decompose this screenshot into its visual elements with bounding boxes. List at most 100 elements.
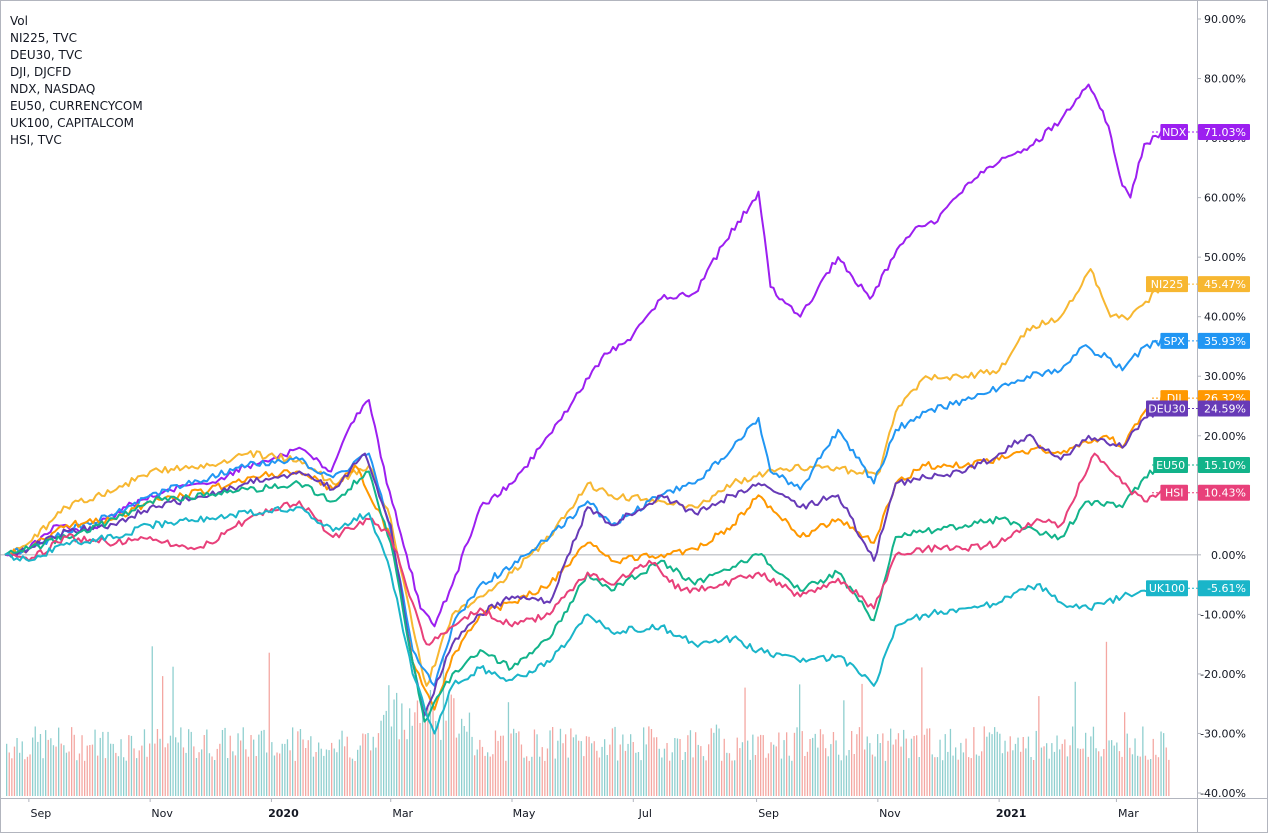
x-tick-label: Mar xyxy=(392,807,413,820)
volume-bar xyxy=(775,746,777,796)
volume-bar xyxy=(840,760,842,796)
series-line-ni225[interactable] xyxy=(4,268,1165,687)
x-tick-label: 2021 xyxy=(996,807,1027,820)
volume-bar xyxy=(934,757,936,796)
volume-bar xyxy=(1001,753,1004,796)
volume-bar xyxy=(466,731,468,796)
volume-bar xyxy=(715,724,718,796)
volume-bar xyxy=(1137,755,1139,796)
volume-bar xyxy=(910,738,913,796)
volume-bar xyxy=(1025,748,1027,796)
series-name-tag-text: DEU30 xyxy=(1148,402,1185,415)
volume-bar xyxy=(624,750,627,796)
volume-bar xyxy=(526,756,528,796)
volume-bar xyxy=(164,747,166,796)
y-tick-label: 40.00% xyxy=(1204,311,1246,324)
volume-bar xyxy=(245,749,247,796)
last-value-label-ni225: NI225 45.47% xyxy=(1146,276,1250,293)
volume-bar xyxy=(643,727,645,796)
series-name-tag-text: NI225 xyxy=(1151,278,1183,291)
volume-bar xyxy=(1053,751,1056,796)
volume-bar xyxy=(757,736,759,796)
series-line-ndx[interactable] xyxy=(4,83,1165,628)
volume-bar xyxy=(19,752,21,796)
volume-bar xyxy=(892,744,894,796)
volume-bar xyxy=(1048,758,1050,796)
volume-bar xyxy=(944,734,946,796)
volume-bar xyxy=(198,752,200,796)
volume-bar xyxy=(942,760,944,796)
volume-bar xyxy=(518,731,520,796)
series-value-tag xyxy=(1198,456,1250,473)
volume-bar xyxy=(900,746,902,796)
volume-bar xyxy=(1152,738,1154,796)
volume-bar xyxy=(193,746,195,796)
volume-bar xyxy=(445,720,447,796)
volume-bar xyxy=(162,676,164,796)
volume-bar xyxy=(1116,742,1118,796)
volume-bar xyxy=(227,758,229,796)
volume-bar xyxy=(838,754,840,796)
legend-item: NI225, TVC xyxy=(10,31,77,45)
volume-bar xyxy=(107,731,109,796)
series-line-deu30[interactable] xyxy=(4,406,1165,717)
volume-bar xyxy=(536,734,538,796)
y-tick-label: -10.00% xyxy=(1200,608,1246,621)
volume-bar xyxy=(89,745,91,796)
volume-bar xyxy=(640,760,642,796)
volume-bar xyxy=(1165,747,1167,796)
volume-bar xyxy=(747,740,749,796)
volume-bar xyxy=(528,760,530,796)
volume-bar xyxy=(801,731,803,796)
volume-bar xyxy=(788,755,790,796)
volume-bar xyxy=(219,743,221,796)
volume-bar xyxy=(1030,757,1032,796)
volume-bar xyxy=(453,698,455,796)
volume-bar xyxy=(632,742,634,796)
volume-bar xyxy=(258,734,260,796)
series-line-hsi[interactable] xyxy=(4,452,1165,646)
volume-bar xyxy=(760,734,762,796)
y-tick-label: 0.00% xyxy=(1211,549,1246,562)
volume-bar xyxy=(312,756,315,796)
legend-vol: Vol xyxy=(10,14,28,28)
volume-bar xyxy=(52,745,55,796)
volume-bar xyxy=(1087,756,1089,796)
volume-bar xyxy=(736,737,738,796)
volume-bar xyxy=(635,752,637,796)
series-line-eu50[interactable] xyxy=(4,464,1166,723)
last-value-label-spx: SPX 35.93% xyxy=(1152,332,1250,349)
volume-bar xyxy=(1124,712,1126,796)
x-tick-label: Nov xyxy=(151,807,173,820)
volume-bar xyxy=(988,732,991,796)
volume-bar xyxy=(58,727,60,796)
volume-bar xyxy=(78,753,81,796)
volume-bar xyxy=(799,684,801,796)
volume-bar xyxy=(1118,751,1121,796)
volume-bar xyxy=(289,750,291,796)
volume-bar xyxy=(871,754,874,796)
volume-bar xyxy=(380,720,382,796)
volume-bar xyxy=(138,750,140,796)
volume-bar xyxy=(141,745,143,796)
volume-bar xyxy=(310,736,312,796)
series-line-spx[interactable] xyxy=(4,337,1165,687)
volume-bar xyxy=(1082,748,1084,796)
volume-bar xyxy=(744,687,746,796)
volume-bar xyxy=(1129,747,1131,796)
volume-bar xyxy=(905,738,907,796)
volume-bar xyxy=(60,743,62,796)
volume-bar xyxy=(812,737,814,796)
volume-bar xyxy=(903,729,905,796)
volume-bar xyxy=(97,755,99,796)
series-value-tag-text: 10.43% xyxy=(1204,487,1246,500)
series-line-dji[interactable] xyxy=(4,397,1165,711)
legend-item: DJI, DJCFD xyxy=(10,65,72,79)
volume-bar xyxy=(492,754,494,796)
volume-bar xyxy=(474,755,476,796)
series-line-uk100[interactable] xyxy=(4,506,1165,735)
volume-bar xyxy=(1009,736,1011,796)
volume-bar xyxy=(390,726,393,796)
volume-bar xyxy=(588,736,590,796)
